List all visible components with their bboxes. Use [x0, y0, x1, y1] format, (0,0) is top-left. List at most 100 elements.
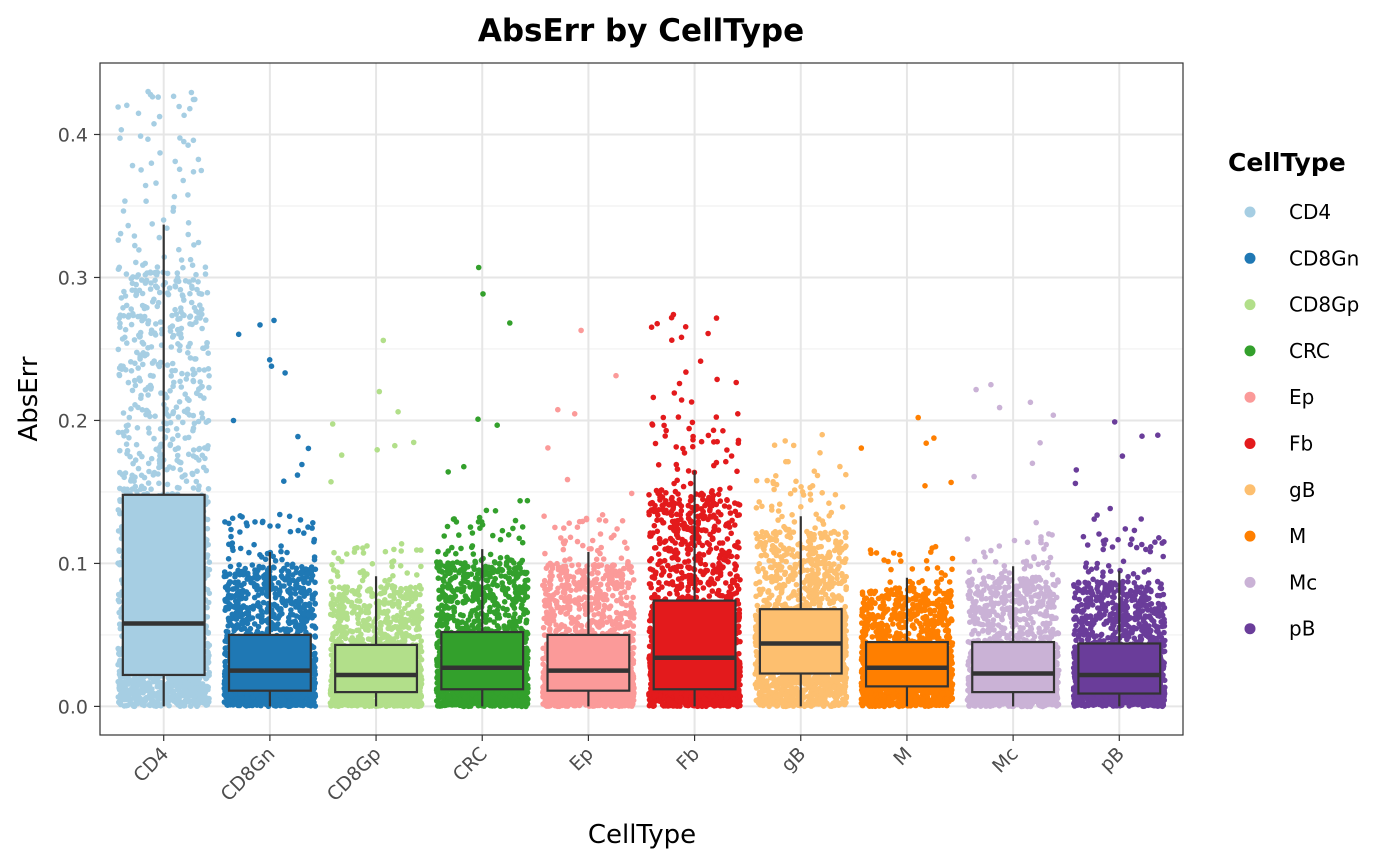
data-point: [257, 322, 263, 328]
data-point: [180, 264, 186, 271]
data-point: [198, 384, 204, 391]
data-point: [198, 687, 204, 693]
data-point: [191, 420, 198, 427]
data-point: [253, 691, 260, 698]
data-point: [132, 700, 138, 707]
data-point: [287, 590, 294, 597]
data-point: [133, 281, 139, 288]
data-point: [124, 102, 130, 109]
data-point: [147, 413, 153, 420]
data-point: [190, 485, 197, 491]
data-point: [134, 488, 140, 495]
data-point: [175, 414, 182, 420]
data-point: [228, 533, 234, 540]
data-point: [344, 551, 350, 557]
data-point: [177, 286, 184, 293]
data-point: [275, 523, 281, 529]
data-point: [257, 552, 263, 558]
data-point: [195, 279, 201, 285]
data-point: [141, 485, 147, 492]
data-point: [153, 180, 159, 186]
data-point: [275, 701, 281, 708]
data-point: [170, 93, 177, 100]
data-point: [115, 346, 122, 353]
data-point: [176, 166, 183, 173]
data-point: [146, 468, 152, 475]
data-point: [116, 365, 123, 371]
data-point: [181, 112, 187, 119]
data-point-max: [271, 317, 277, 324]
data-point: [281, 565, 288, 572]
data-point: [243, 520, 250, 526]
data-point: [407, 584, 414, 590]
data-point: [301, 530, 307, 536]
data-point: [306, 587, 313, 594]
data-point: [293, 582, 299, 588]
data-point: [132, 382, 139, 389]
data-point: [139, 407, 146, 413]
data-point: [175, 445, 181, 451]
data-point: [228, 526, 234, 533]
data-point: [142, 260, 148, 267]
data-point: [117, 230, 124, 237]
data-point: [239, 568, 245, 575]
data-point: [276, 612, 283, 619]
data-point: [199, 410, 205, 417]
data-point: [191, 356, 198, 362]
data-point: [227, 616, 234, 623]
data-point: [312, 625, 319, 631]
data-point: [187, 355, 194, 361]
data-point: [299, 618, 306, 625]
data-point: [222, 650, 229, 656]
data-point: [334, 573, 341, 579]
data-point: [221, 671, 228, 677]
data-point: [246, 549, 252, 556]
data-point: [117, 680, 124, 686]
data-point: [156, 480, 162, 487]
data-point: [145, 480, 152, 486]
data-point: [390, 558, 397, 564]
data-point: [157, 150, 163, 156]
data-point: [232, 574, 238, 580]
data-point: [360, 550, 367, 556]
data-point: [177, 378, 183, 385]
data-point: [309, 525, 315, 531]
data-point: [199, 681, 206, 687]
data-point: [194, 468, 200, 475]
data-point: [311, 651, 318, 658]
data-point: [226, 571, 233, 577]
data-point: [277, 511, 283, 518]
data-point: [128, 478, 134, 484]
data-point: [134, 425, 141, 431]
data-point: [174, 270, 181, 276]
data-point: [185, 192, 191, 198]
data-point: [376, 388, 383, 395]
data-point: [173, 277, 179, 284]
data-point: [170, 332, 177, 339]
data-point: [183, 478, 190, 485]
data-point: [118, 127, 125, 133]
data-point: [133, 259, 139, 266]
data-point: [185, 350, 191, 356]
data-point: [199, 452, 206, 459]
data-point: [255, 574, 262, 581]
data-point: [177, 135, 183, 141]
data-point: [141, 305, 148, 312]
data-point: [413, 626, 420, 633]
data-point: [192, 96, 198, 103]
data-point: [138, 675, 145, 682]
data-point: [143, 277, 150, 284]
data-point: [135, 404, 141, 411]
data-point: [172, 367, 178, 374]
data-point: [260, 564, 266, 571]
data-point: [130, 310, 136, 317]
data-point: [178, 384, 185, 390]
data-point: [122, 334, 128, 341]
data-point: [407, 593, 413, 600]
data-point: [117, 701, 124, 708]
data-point: [128, 359, 134, 365]
data-point: [133, 292, 139, 299]
data-point: [136, 247, 142, 253]
data-point: [169, 436, 176, 443]
data-point: [193, 478, 200, 485]
